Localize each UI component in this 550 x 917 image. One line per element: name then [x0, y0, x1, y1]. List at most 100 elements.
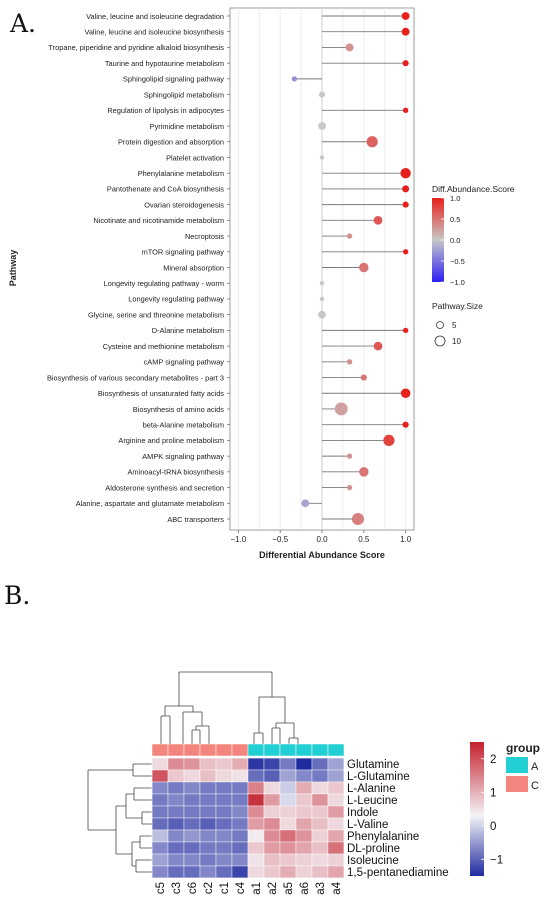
group-cell [279, 743, 297, 757]
heatmap-cell [215, 865, 233, 879]
color-legend-title: Diff.Abundance.Score [432, 184, 515, 194]
data-points [291, 12, 411, 526]
pathway-label: Valine, leucine and isoleucine degradati… [86, 12, 224, 21]
pathway-labels: Valine, leucine and isoleucine degradati… [47, 12, 230, 524]
heatmap-cell [167, 865, 185, 879]
pathway-label: Pyrimidine metabolism [150, 122, 224, 131]
heatmap-cell [167, 781, 185, 795]
group-cell [167, 743, 185, 757]
heatmap-cell [247, 793, 265, 807]
heatmap-col-label: a5 [283, 882, 295, 895]
x-tick-labels: −1.0 −0.5 0.0 0.5 1.0 [230, 530, 412, 544]
color-tick-label: −1.0 [450, 278, 465, 287]
group-legend-swatch-a [506, 757, 528, 773]
x-tick-label: 1.0 [400, 535, 412, 544]
pathway-label: Biosynthesis of various secondary metabo… [47, 373, 224, 382]
heatmap-cell [327, 769, 345, 783]
pathway-label: Pantothenate and CoA biosynthesis [107, 185, 224, 194]
lollipop-stems [294, 15, 406, 520]
heatmap-cell [263, 793, 281, 807]
data-point [291, 76, 298, 82]
data-point [402, 249, 409, 255]
data-point [334, 402, 348, 416]
heatmap-cell [311, 757, 329, 771]
heatmap-cell [183, 793, 201, 807]
heatmap-col-label: a6 [299, 882, 311, 895]
heatmap-row-label: Phenylalanine [347, 831, 419, 843]
data-point [359, 467, 369, 477]
data-point [359, 262, 369, 273]
heatmap-cell [151, 781, 169, 795]
heatmap-cell [231, 793, 249, 807]
heatmap-cell [151, 805, 169, 819]
heatmap-cell [199, 757, 217, 771]
data-point [360, 374, 367, 381]
heatmap-cell [167, 793, 185, 807]
heatmap-row-label: L-Alanine [347, 783, 396, 795]
heatmap-cell [263, 805, 281, 819]
heatmap-cell [199, 829, 217, 843]
data-point [318, 91, 326, 98]
heatmap-col-label: c6 [187, 882, 199, 894]
heatmap-cell [215, 757, 233, 771]
heatmap-cell [311, 805, 329, 819]
heatmap-cell [199, 793, 217, 807]
x-tick-label: −1.0 [230, 535, 246, 544]
heatmap-cell [327, 793, 345, 807]
heatmap-cell [327, 841, 345, 855]
data-point [345, 43, 354, 52]
heatmap-cell [311, 841, 329, 855]
heatmap-color-tick-label: 0 [490, 821, 496, 833]
heatmap-col-label: a2 [267, 882, 279, 895]
group-cell [295, 743, 313, 757]
heatmap-row-label: DL-proline [347, 843, 400, 855]
size-legend-title: Pathway.Size [432, 301, 483, 311]
group-cell [263, 743, 281, 757]
data-point [402, 185, 410, 193]
heatmap-cell [295, 781, 313, 795]
group-cell [199, 743, 217, 757]
pathway-label: Phenylalanine metabolism [138, 169, 224, 178]
heatmap-cell [279, 805, 297, 819]
x-tick-label: −0.5 [272, 535, 288, 544]
heatmap-cell [199, 805, 217, 819]
data-point [319, 155, 325, 160]
pathway-label: ABC transporters [167, 515, 224, 524]
color-tick-label: 0.0 [450, 236, 460, 245]
heatmap-cell [295, 865, 313, 879]
column-dendrogram [160, 671, 299, 744]
heatmap-cell [311, 865, 329, 879]
heatmap-cell [151, 853, 169, 867]
size-legend-label-small: 5 [452, 321, 457, 330]
heatmap-cell [167, 817, 185, 831]
data-point [400, 388, 411, 399]
data-point [373, 216, 383, 225]
heatmap-cell [183, 853, 201, 867]
heatmap-col-label: c1 [219, 882, 231, 894]
data-point [401, 27, 410, 36]
heatmap-cell [151, 769, 169, 783]
heatmap-cell [151, 817, 169, 831]
pathway-label: mTOR signaling pathway [142, 248, 225, 257]
heatmap-cell [327, 781, 345, 795]
data-point [351, 512, 364, 526]
pathway-label: Longevity regulating pathway - worm [104, 279, 224, 288]
x-tick-label: 0.0 [316, 535, 328, 544]
pathway-label: Ovarian steroidogenesis [144, 200, 224, 209]
heatmap-cell [263, 829, 281, 843]
heatmap-cell [263, 769, 281, 783]
heatmap-cell [279, 817, 297, 831]
heatmap-cell [279, 841, 297, 855]
heatmap-cell [167, 757, 185, 771]
heatmap-cell [327, 757, 345, 771]
lollipop-chart: Valine, leucine and isoleucine degradati… [8, 7, 515, 560]
dendro-col-c6-group [182, 711, 203, 744]
heatmap-cell [279, 793, 297, 807]
color-legend: Diff.Abundance.Score 1.0 0.5 0.0 −0.5 −1.0 [432, 184, 515, 287]
dendro-col-a3-a4 [288, 737, 299, 744]
panel-b-letter: B. [4, 581, 30, 610]
heatmap-cell [311, 817, 329, 831]
heatmap-cell [295, 853, 313, 867]
heatmap-cell [199, 841, 217, 855]
